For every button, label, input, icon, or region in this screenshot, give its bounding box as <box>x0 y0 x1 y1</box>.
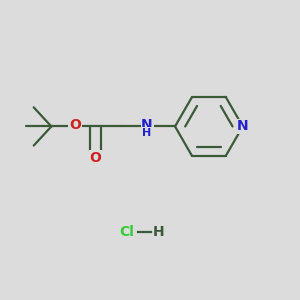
Text: N: N <box>141 118 153 132</box>
Text: H: H <box>142 128 152 138</box>
Text: Cl: Cl <box>119 225 134 239</box>
Text: H: H <box>153 225 165 239</box>
Text: O: O <box>69 118 81 132</box>
Text: N: N <box>237 119 249 134</box>
Text: O: O <box>90 151 101 165</box>
